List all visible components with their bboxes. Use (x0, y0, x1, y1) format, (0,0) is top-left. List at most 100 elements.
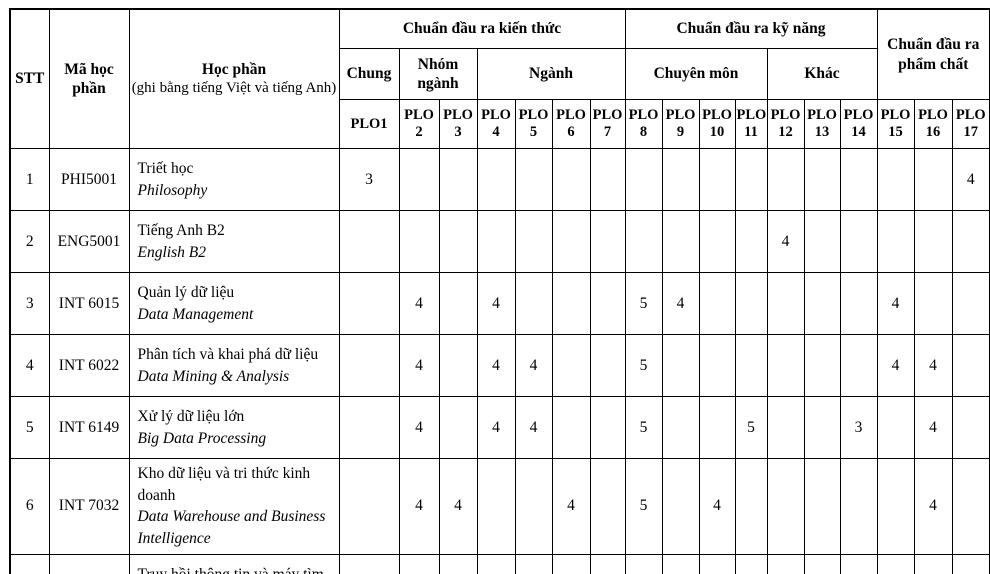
score-plo-4 (476, 210, 516, 273)
course-name-vietnamese: Truy hồi thông tin và máy tìm kiếm (138, 564, 333, 574)
score-plo-2 (398, 148, 440, 211)
course-row: 5 INT 6149 Xử lý dữ liệu lớn Big Data Proce… (9, 396, 990, 459)
score-plo-17: 4 (951, 148, 990, 211)
score-plo-15 (876, 458, 915, 555)
score-plo-17 (951, 458, 990, 555)
score-plo-9 (661, 396, 700, 459)
score-plo-15: 4 (876, 334, 915, 397)
score-plo-1 (338, 458, 400, 555)
row-course-code: ENG5001 (48, 210, 130, 273)
row-course-name: Quản lý dữ liệu Data Management (128, 272, 340, 335)
score-plo-12: 4 (766, 210, 805, 273)
score-plo-14: 3 (839, 553, 878, 574)
score-plo-4 (476, 553, 516, 574)
course-name-vietnamese: Tiếng Anh B2 (137, 221, 225, 239)
score-plo-9 (661, 458, 700, 555)
row-course-name: Kho dữ liệu và tri thức kinh doanh Data W… (128, 458, 340, 555)
score-plo-8: 5 (624, 334, 663, 397)
row-stt: 6 (9, 458, 50, 555)
course-name-header-title: Học phần (201, 60, 267, 78)
course-name-english: Data Warehouse and Business Intelligence (137, 508, 326, 548)
score-plo-10 (698, 210, 736, 273)
score-plo-13 (803, 272, 841, 335)
score-plo-11 (734, 334, 768, 397)
score-plo-4: 4 (476, 334, 516, 397)
score-plo-6 (551, 396, 591, 459)
score-plo-4: 4 (476, 396, 516, 459)
col-header-plo-3: PLO 3 (438, 99, 478, 149)
score-plo-5: 4 (514, 553, 553, 574)
course-name-english: Data Management (137, 305, 254, 323)
score-plo-11: 5 (734, 396, 768, 459)
subgroup-header-chung: Chung (338, 48, 400, 100)
subgroup-header-khac: Khác (766, 48, 878, 100)
score-plo-15 (876, 396, 915, 459)
score-plo-13 (803, 210, 841, 273)
score-plo-9 (661, 334, 700, 397)
course-name-english: English B2 (137, 243, 206, 261)
score-plo-1: 3 (338, 148, 400, 211)
col-header-plo-9: PLO 9 (661, 99, 700, 149)
score-plo-3: 4 (438, 458, 478, 555)
score-plo-13 (803, 396, 841, 459)
score-plo-3 (438, 334, 478, 397)
score-plo-8: 5 (624, 396, 663, 459)
score-plo-5 (514, 458, 553, 555)
score-plo-2: 4 (398, 458, 440, 555)
score-plo-3 (438, 553, 478, 574)
score-plo-4: 4 (476, 272, 516, 335)
col-header-plo-4: PLO 4 (476, 99, 516, 149)
score-plo-16: 4 (913, 334, 953, 397)
col-header-plo-17: PLO 17 (951, 99, 990, 149)
score-plo-9 (661, 210, 700, 273)
course-row: 2 ENG5001 Tiếng Anh B2 English B2 4 (9, 210, 990, 273)
score-plo-11 (734, 458, 768, 555)
score-plo-10 (698, 148, 736, 211)
row-stt: 4 (9, 334, 50, 397)
row-course-name: Truy hồi thông tin và máy tìm kiếm (128, 553, 340, 574)
course-name-english: Philosophy (137, 181, 208, 199)
score-plo-6 (551, 210, 591, 273)
score-plo-12 (766, 458, 805, 555)
score-plo-9: 4 (661, 553, 700, 574)
col-header-plo-10: PLO 10 (698, 99, 736, 149)
score-plo-1 (338, 396, 400, 459)
subgroup-header-chuyen-mon: Chuyên môn (624, 48, 768, 100)
score-plo-7 (589, 210, 626, 273)
score-plo-6 (551, 334, 591, 397)
score-plo-9 (661, 148, 700, 211)
col-header-plo-2: PLO 2 (398, 99, 440, 149)
score-plo-7 (589, 553, 626, 574)
score-plo-7 (589, 458, 626, 555)
row-stt: 2 (9, 210, 50, 273)
score-plo-8 (624, 148, 663, 211)
course-row: 3 INT 6015 Quản lý dữ liệu Data Management 4… (9, 272, 990, 335)
score-plo-3 (438, 210, 478, 273)
score-plo-16 (913, 148, 953, 211)
col-header-plo-15: PLO 15 (876, 99, 915, 149)
course-name-vietnamese: Triết học (137, 159, 194, 177)
col-header-plo-5: PLO 5 (514, 99, 553, 149)
score-plo-3 (438, 148, 478, 211)
course-name-header-subtitle: (ghi bằng tiếng Việt và tiếng Anh) (131, 80, 337, 97)
row-course-name: Triết học Philosophy (128, 148, 340, 211)
col-header-plo-13: PLO 13 (803, 99, 841, 149)
score-plo-16: 4 (913, 396, 953, 459)
score-plo-15: 4 (876, 272, 915, 335)
row-stt: 1 (9, 148, 50, 211)
row-course-code: INT 6022 (48, 334, 130, 397)
group-header-quality: Chuẩn đầu ra phẩm chất (876, 8, 990, 100)
course-name-english: Big Data Processing (137, 429, 267, 447)
score-plo-8: 5 (624, 553, 663, 574)
col-header-plo-8: PLO 8 (624, 99, 663, 149)
header-plo-row: PLO1 PLO 2 PLO 3 PLO 4 PLO 5 PLO 6 PLO 7 PLO 8 PLO 9 PLO… (10, 99, 990, 149)
row-course-name: Phân tích và khai phá dữ liệu Data Mining… (128, 334, 340, 397)
col-header-plo-16: PLO 16 (913, 99, 953, 149)
score-plo-5 (514, 210, 553, 273)
score-plo-11 (734, 272, 768, 335)
score-plo-6 (551, 272, 591, 335)
score-plo-14 (839, 458, 878, 555)
col-header-plo-12: PLO 12 (766, 99, 805, 149)
score-plo-1 (338, 553, 400, 574)
score-plo-10: 4 (698, 458, 736, 555)
